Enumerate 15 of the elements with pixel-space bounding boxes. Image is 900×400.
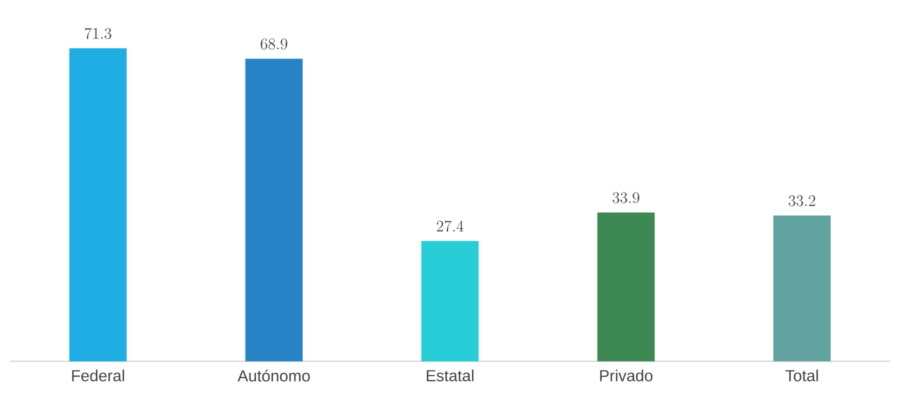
x-tick-label: Total xyxy=(785,370,818,382)
data-label: 68.9 xyxy=(260,38,288,50)
bar xyxy=(773,216,831,362)
bar xyxy=(69,48,127,362)
data-label: 27.4 xyxy=(436,220,464,232)
data-label: 33.2 xyxy=(788,195,816,206)
data-label: 33.9 xyxy=(612,192,640,204)
x-tick-label: Estatal xyxy=(426,370,474,382)
bar xyxy=(597,212,655,362)
x-tick-label: Federal xyxy=(72,370,124,382)
data-label: 71 .3 xyxy=(84,28,112,39)
bar xyxy=(421,241,479,362)
bar xyxy=(245,58,303,362)
x-tick-label: Autónomo xyxy=(238,370,310,382)
x-tick-label: Privado xyxy=(600,370,652,382)
